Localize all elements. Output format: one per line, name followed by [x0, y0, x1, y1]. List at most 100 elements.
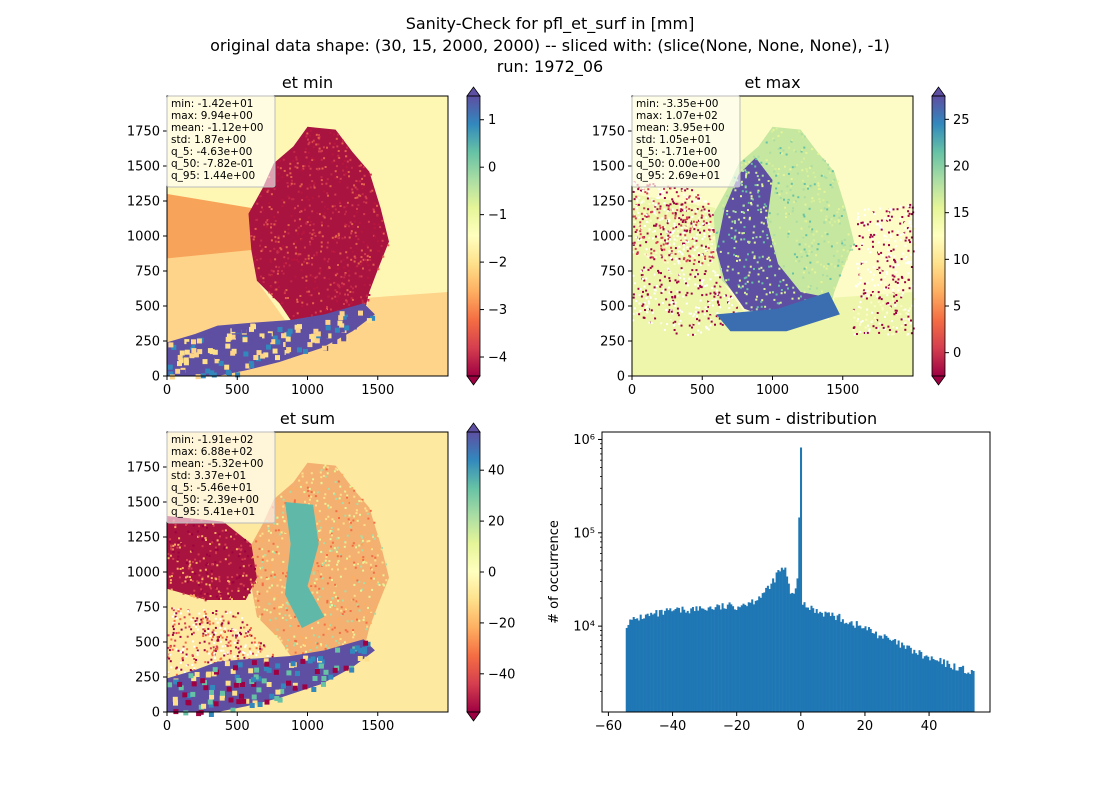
map-speckle — [641, 304, 644, 307]
map-speckle — [669, 203, 672, 206]
map-speckle — [183, 616, 186, 619]
map-speckle — [295, 156, 298, 159]
map-speckle — [717, 303, 720, 306]
map-speckle — [321, 224, 323, 227]
map-speckle — [679, 251, 682, 253]
map-speckle — [211, 651, 214, 654]
map-speckle — [174, 615, 177, 618]
map-speckle — [805, 234, 808, 237]
map-speckle — [351, 191, 354, 194]
map-speckle — [756, 204, 759, 207]
map-speckle — [710, 243, 713, 246]
map-speckle — [708, 213, 711, 216]
map-speckle — [203, 614, 205, 617]
map-speckle — [337, 559, 340, 562]
map-speckle — [169, 644, 172, 647]
map-speckle — [815, 230, 818, 233]
map-speckle — [862, 217, 864, 220]
map-speckle — [899, 234, 902, 237]
map-speckle — [334, 170, 337, 173]
map-speckle — [276, 584, 279, 587]
map-speckle — [862, 289, 865, 292]
map-speckle — [290, 182, 293, 185]
map-speckle — [251, 681, 257, 687]
map-speckle — [654, 205, 657, 208]
map-speckle — [167, 364, 173, 370]
map-speckle — [701, 273, 703, 275]
map-speckle — [223, 547, 226, 550]
map-speckle — [707, 328, 710, 331]
map-speckle — [911, 304, 914, 307]
map-speckle — [674, 279, 677, 282]
map-speckle — [167, 634, 170, 637]
map-speckle — [721, 323, 724, 326]
map-speckle — [682, 219, 685, 222]
map-speckle — [252, 556, 255, 559]
map-speckle — [334, 327, 340, 333]
map-speckle — [704, 249, 707, 252]
map-speckle — [719, 276, 722, 279]
map-speckle — [660, 322, 663, 325]
map-speckle — [188, 613, 191, 616]
map-speckle — [196, 649, 199, 652]
map-speckle — [803, 157, 805, 160]
map-speckle — [796, 256, 799, 259]
map-speckle — [320, 250, 322, 253]
map-speckle — [667, 329, 670, 332]
map-speckle — [333, 605, 336, 607]
map-speckle — [880, 278, 883, 281]
map-speckle — [686, 196, 689, 199]
map-speckle — [632, 278, 635, 281]
map-speckle — [877, 284, 879, 286]
map-speckle — [632, 274, 635, 277]
map-speckle — [782, 265, 785, 268]
map-speckle — [911, 225, 914, 228]
map-speckle — [743, 216, 746, 219]
map-speckle — [878, 256, 881, 258]
map-speckle — [877, 291, 880, 294]
map-speckle — [218, 543, 221, 546]
histogram-bar — [894, 639, 897, 712]
map-speckle — [352, 287, 354, 290]
map-speckle — [890, 269, 893, 272]
map-speckle — [800, 255, 803, 258]
map-speckle — [908, 212, 911, 215]
map-speckle — [381, 546, 383, 549]
map-speckle — [892, 326, 895, 329]
map-speckle — [277, 697, 283, 703]
map-speckle — [644, 268, 647, 271]
map-speckle — [345, 210, 347, 213]
map-speckle — [320, 526, 322, 529]
map-speckle — [348, 558, 351, 561]
map-speckle — [281, 301, 284, 304]
map-speckle — [755, 298, 758, 301]
map-speckle — [838, 274, 841, 277]
map-speckle — [201, 596, 204, 599]
map-speckle — [650, 248, 653, 251]
map-speckle — [341, 285, 344, 288]
map-speckle — [276, 628, 279, 631]
map-speckle — [261, 540, 264, 543]
map-speckle — [708, 235, 711, 238]
map-speckle — [910, 319, 912, 322]
map-speckle — [334, 481, 337, 483]
map-speckle — [286, 182, 289, 184]
map-speckle — [787, 232, 790, 235]
map-speckle — [670, 271, 673, 273]
map-speckle — [379, 226, 382, 229]
histogram-bar — [672, 610, 675, 712]
map-speckle — [366, 625, 369, 628]
map-speckle — [310, 337, 316, 343]
map-speckle — [668, 270, 671, 273]
map-speckle — [346, 263, 349, 266]
map-speckle — [699, 284, 702, 287]
map-speckle — [882, 276, 885, 279]
map-speckle — [321, 562, 324, 565]
y-tick-label: 1250 — [127, 195, 160, 210]
map-speckle — [369, 190, 372, 193]
histogram-bar — [887, 637, 890, 712]
histogram-bar — [798, 517, 801, 712]
map-speckle — [806, 185, 809, 188]
map-speckle — [292, 685, 298, 691]
map-speckle — [648, 189, 651, 191]
